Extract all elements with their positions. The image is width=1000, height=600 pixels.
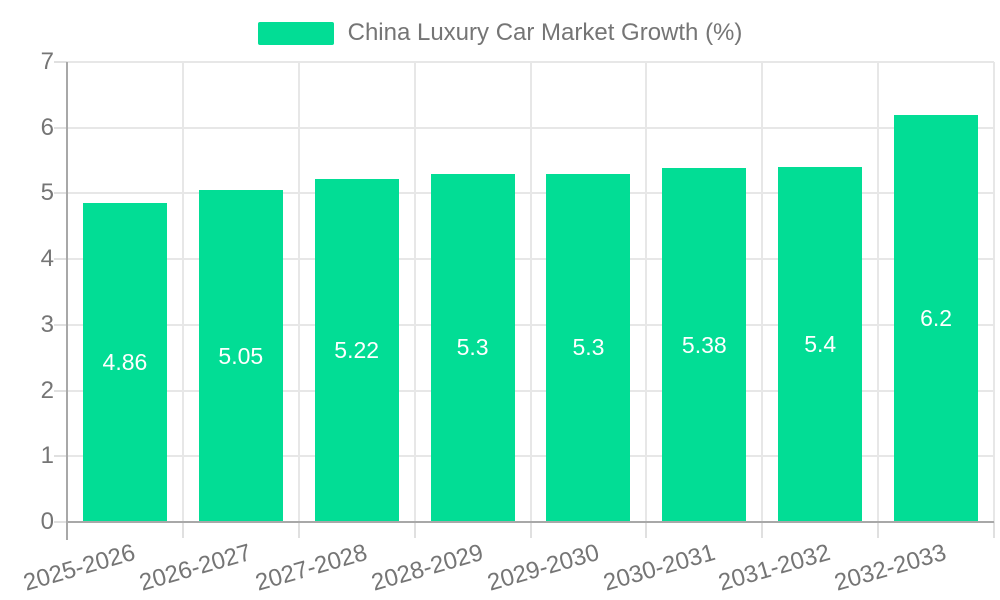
bar-2026-2027: 5.05 — [198, 190, 283, 522]
y-axis-label: 4 — [40, 245, 54, 273]
legend-swatch — [257, 21, 334, 45]
y-axis-label: 6 — [40, 113, 54, 141]
bar-value-label: 6.2 — [920, 304, 953, 331]
y-axis-label: 1 — [40, 442, 54, 470]
bar-value-label: 4.86 — [102, 348, 148, 375]
y-axis-line — [66, 62, 68, 540]
bar-2031-2032: 5.4 — [778, 167, 863, 522]
gridline-vertical — [645, 62, 648, 522]
x-axis-label: 2026-2027 — [136, 539, 255, 597]
y-axis-tick — [54, 61, 67, 63]
bar-2025-2026: 4.86 — [82, 202, 167, 522]
x-axis-tick — [297, 522, 300, 538]
x-axis-tick — [877, 522, 880, 538]
gridline-vertical — [297, 62, 300, 522]
bar-value-label: 5.3 — [572, 334, 605, 361]
bar-2027-2028: 5.22 — [314, 178, 399, 522]
bar-value-label: 5.22 — [334, 336, 380, 363]
x-axis-tick — [413, 522, 416, 538]
x-axis-label: 2029-2030 — [484, 539, 602, 597]
x-axis-label: 2030-2031 — [599, 539, 718, 597]
y-axis-tick — [54, 192, 67, 195]
gridline-vertical — [761, 62, 764, 522]
x-axis-tick — [645, 522, 648, 538]
bar-value-label: 5.3 — [456, 334, 489, 361]
x-axis-label: 2028-2029 — [368, 539, 487, 597]
gridline-vertical — [181, 62, 184, 522]
y-axis-tick — [54, 126, 67, 129]
x-axis-tick — [529, 522, 532, 538]
gridline-vertical — [413, 62, 416, 522]
bar-value-label: 5.38 — [681, 331, 727, 358]
y-axis-label: 3 — [40, 310, 54, 338]
bar-2029-2030: 5.3 — [546, 173, 631, 522]
y-axis-tick — [54, 323, 67, 326]
x-axis-label: 2032-2033 — [831, 539, 950, 597]
y-axis-tick — [54, 389, 67, 392]
y-axis-label: 5 — [40, 179, 54, 207]
y-axis-tick — [54, 521, 67, 523]
gridline-vertical — [529, 62, 532, 522]
y-axis-tick — [54, 258, 67, 261]
y-axis-label: 7 — [40, 48, 54, 75]
bar-2030-2031: 5.38 — [662, 168, 747, 522]
x-axis-tick — [993, 522, 995, 538]
bar-value-label: 5.4 — [804, 331, 837, 358]
bar-2028-2029: 5.3 — [430, 173, 515, 522]
bar-value-label: 5.05 — [218, 342, 264, 369]
legend-item[interactable]: China Luxury Car Market Growth (%) — [0, 18, 1000, 48]
x-axis-line — [66, 521, 994, 523]
y-axis-tick — [54, 455, 67, 458]
gridline-vertical — [877, 62, 880, 522]
x-axis-tick — [761, 522, 764, 538]
legend-label: China Luxury Car Market Growth (%) — [347, 19, 743, 46]
y-axis-label: 2 — [40, 376, 54, 404]
x-axis-tick — [181, 522, 184, 538]
y-axis-label: 0 — [40, 508, 54, 535]
gridline-vertical — [993, 62, 995, 522]
x-axis-label: 2025-2026 — [20, 539, 139, 597]
x-axis-label: 2031-2032 — [715, 539, 834, 597]
x-axis-label: 2027-2028 — [252, 539, 371, 597]
bar-2032-2033: 6.2 — [894, 114, 979, 522]
